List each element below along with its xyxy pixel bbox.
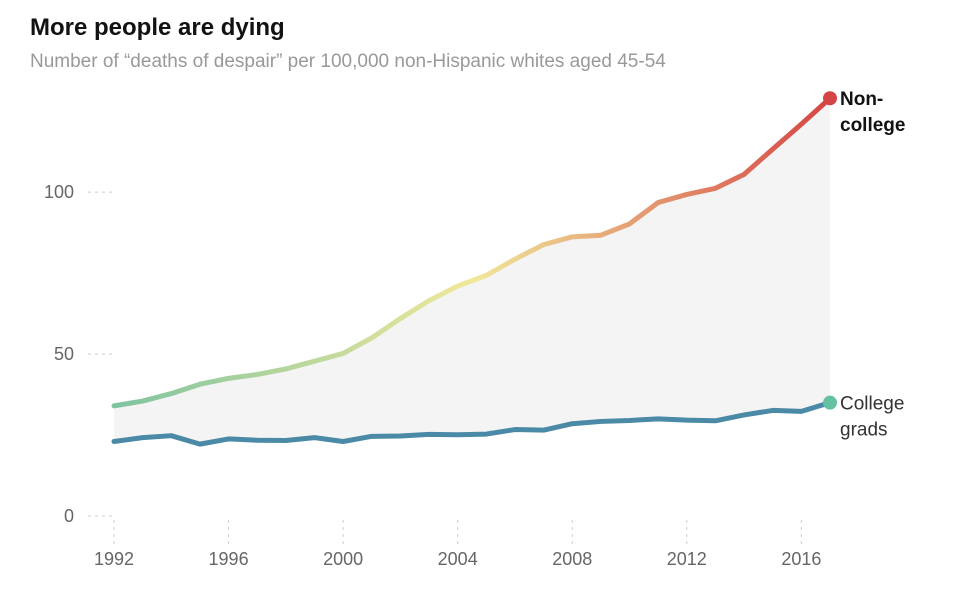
x-tick-label: 2012 xyxy=(667,549,707,569)
series-label-college-grads: College grads xyxy=(840,394,904,441)
x-tick-label: 2000 xyxy=(323,549,363,569)
series-label-non-college: Non-college xyxy=(840,89,905,136)
x-tick-label: 1996 xyxy=(209,549,249,569)
y-tick-label: 0 xyxy=(64,506,74,526)
chart-subtitle: Number of “deaths of despair” per 100,00… xyxy=(30,51,666,72)
y-tick-label: 50 xyxy=(54,344,74,364)
end-point-non-college xyxy=(823,91,837,106)
y-tick-label: 100 xyxy=(44,182,74,202)
area-between-series xyxy=(114,98,830,445)
x-tick-label: 2004 xyxy=(438,549,478,569)
x-tick-label: 1992 xyxy=(94,549,134,569)
x-tick-label: 2008 xyxy=(552,549,592,569)
series-line-college-grads xyxy=(111,400,833,447)
end-point-college-grads xyxy=(823,395,837,410)
series-line-non-college xyxy=(111,95,833,409)
chart-title: More people are dying xyxy=(30,14,285,41)
x-tick-label: 2016 xyxy=(781,549,821,569)
